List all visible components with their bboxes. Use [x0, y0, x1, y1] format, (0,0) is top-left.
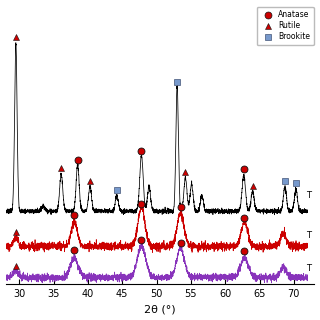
Text: T: T: [306, 231, 311, 240]
Text: T: T: [306, 264, 311, 273]
X-axis label: 2θ (°): 2θ (°): [144, 304, 176, 315]
Legend: Anatase, Rutile, Brookite: Anatase, Rutile, Brookite: [257, 7, 314, 45]
Text: T: T: [306, 191, 311, 200]
